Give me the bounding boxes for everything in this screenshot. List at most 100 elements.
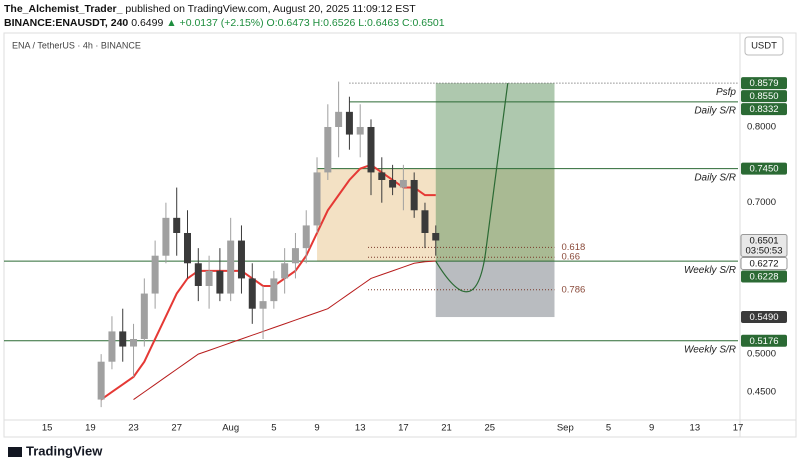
header-line: The_Alchemist_Trader_ published on Tradi… bbox=[4, 3, 416, 15]
level-label: Daily S/R bbox=[694, 105, 736, 116]
y-tick-label: 0.4500 bbox=[747, 387, 776, 398]
candle-body bbox=[291, 248, 299, 264]
candle-body bbox=[367, 126, 375, 173]
candle-body bbox=[227, 240, 235, 294]
price-tag bbox=[740, 233, 788, 257]
candle-body bbox=[151, 255, 159, 294]
x-tick-label: 13 bbox=[690, 423, 701, 434]
price-tag bbox=[741, 311, 787, 324]
chart-frame bbox=[3, 32, 797, 438]
candle-body bbox=[237, 240, 245, 279]
x-tick-label: 17 bbox=[398, 423, 409, 434]
candle-body bbox=[194, 263, 202, 286]
x-tick-label: 9 bbox=[314, 423, 319, 434]
candle-body bbox=[108, 331, 116, 362]
brand: TradingView bbox=[26, 443, 103, 458]
x-tick-label: 17 bbox=[733, 423, 744, 434]
logo-icon bbox=[8, 447, 22, 457]
candle-body bbox=[140, 293, 148, 339]
candle-body bbox=[389, 179, 397, 188]
candle-body bbox=[119, 331, 127, 347]
last-price: 0.6499 bbox=[131, 17, 164, 29]
candle-body bbox=[432, 232, 440, 241]
x-tick-label: 15 bbox=[42, 423, 53, 434]
author: The_Alchemist_Trader_ bbox=[4, 3, 123, 15]
candle-body bbox=[216, 270, 224, 294]
price-tag-label: 0.6272 bbox=[749, 259, 778, 270]
candle-body bbox=[378, 172, 386, 180]
candle-body bbox=[399, 179, 407, 188]
candle-body bbox=[324, 126, 332, 173]
x-tick-label: 5 bbox=[271, 423, 276, 434]
level-label: Psfp bbox=[716, 87, 736, 98]
candle-body bbox=[97, 361, 105, 400]
candle-body bbox=[410, 179, 418, 211]
x-tick-label: 25 bbox=[484, 423, 495, 434]
x-tick-label: Sep bbox=[557, 423, 574, 434]
fib-label: 0.66 bbox=[562, 252, 581, 263]
fib-label: 0.618 bbox=[562, 242, 586, 253]
target-zone bbox=[435, 83, 555, 262]
y-tick-label: 0.7000 bbox=[747, 197, 776, 208]
price-tag-label: 0.5176 bbox=[749, 336, 778, 347]
y-tick-label: 0.5000 bbox=[747, 349, 776, 360]
candle-body bbox=[313, 172, 321, 226]
price-tag-label: 0.7450 bbox=[749, 164, 778, 175]
moving-average bbox=[133, 260, 436, 400]
countdown: 03:50:53 bbox=[746, 246, 783, 257]
price-tag bbox=[741, 334, 787, 347]
x-tick-label: 21 bbox=[441, 423, 452, 434]
price-tag-label: 0.6501 bbox=[749, 236, 778, 247]
candle-body bbox=[205, 270, 213, 286]
x-tick-label: 23 bbox=[128, 423, 139, 434]
candle-body bbox=[162, 217, 170, 256]
y-tick-label: 0.8000 bbox=[747, 122, 776, 133]
candle-body bbox=[356, 126, 364, 135]
price-tag bbox=[741, 90, 787, 103]
x-tick-label: 13 bbox=[355, 423, 366, 434]
price-tag bbox=[741, 77, 787, 90]
candle-body bbox=[184, 232, 191, 264]
ohlc: O:0.6473 H:0.6526 L:0.6463 C:0.6501 bbox=[266, 17, 445, 29]
candle-body bbox=[173, 217, 181, 233]
projection bbox=[435, 83, 509, 293]
candle-body bbox=[345, 111, 353, 135]
price-tag bbox=[741, 103, 787, 116]
currency-button[interactable] bbox=[744, 36, 784, 56]
price-tag-label: 0.8332 bbox=[749, 104, 778, 115]
level-label: Weekly S/R bbox=[684, 265, 736, 276]
candle-body bbox=[259, 301, 267, 309]
stop-zone bbox=[435, 261, 555, 318]
candle-body bbox=[421, 210, 429, 233]
x-tick-label: 19 bbox=[85, 423, 96, 434]
published: published on TradingView.com, August 20,… bbox=[125, 3, 416, 15]
x-tick-label: 9 bbox=[649, 423, 654, 434]
price-tag bbox=[740, 256, 788, 270]
symbol: BINANCE:ENAUSDT, 240 bbox=[4, 17, 129, 29]
price-tag-label: 0.8579 bbox=[749, 78, 778, 89]
price-tag bbox=[741, 162, 787, 175]
candle-body bbox=[335, 111, 343, 127]
price-tag-label: 0.5490 bbox=[749, 312, 778, 323]
x-tick-label: 27 bbox=[171, 423, 182, 434]
header-line: BINANCE:ENAUSDT, 240 0.6499 ▲ +0.0137 (+… bbox=[4, 17, 445, 29]
candle-body bbox=[302, 225, 310, 249]
candle-body bbox=[130, 338, 138, 347]
price-tag-label: 0.6228 bbox=[749, 272, 778, 283]
candle-body bbox=[248, 278, 256, 309]
candle-body bbox=[270, 278, 278, 302]
plot: Psfp Daily S/R Daily S/R Weekly S/R Weekly S… bbox=[4, 77, 788, 434]
x-tick-label: Aug bbox=[222, 423, 239, 434]
candle-body bbox=[281, 263, 289, 279]
change: ▲ +0.0137 (+2.15%) bbox=[166, 17, 264, 29]
price-tag-label: 0.8550 bbox=[749, 91, 778, 102]
fib-label: 0.786 bbox=[562, 284, 586, 295]
level-label: Weekly S/R bbox=[684, 344, 736, 355]
moving-average bbox=[100, 163, 436, 401]
level-label: Daily S/R bbox=[694, 172, 736, 183]
x-tick-label: 5 bbox=[606, 423, 611, 434]
currency: USDT bbox=[751, 41, 777, 52]
price-tag bbox=[741, 270, 787, 283]
